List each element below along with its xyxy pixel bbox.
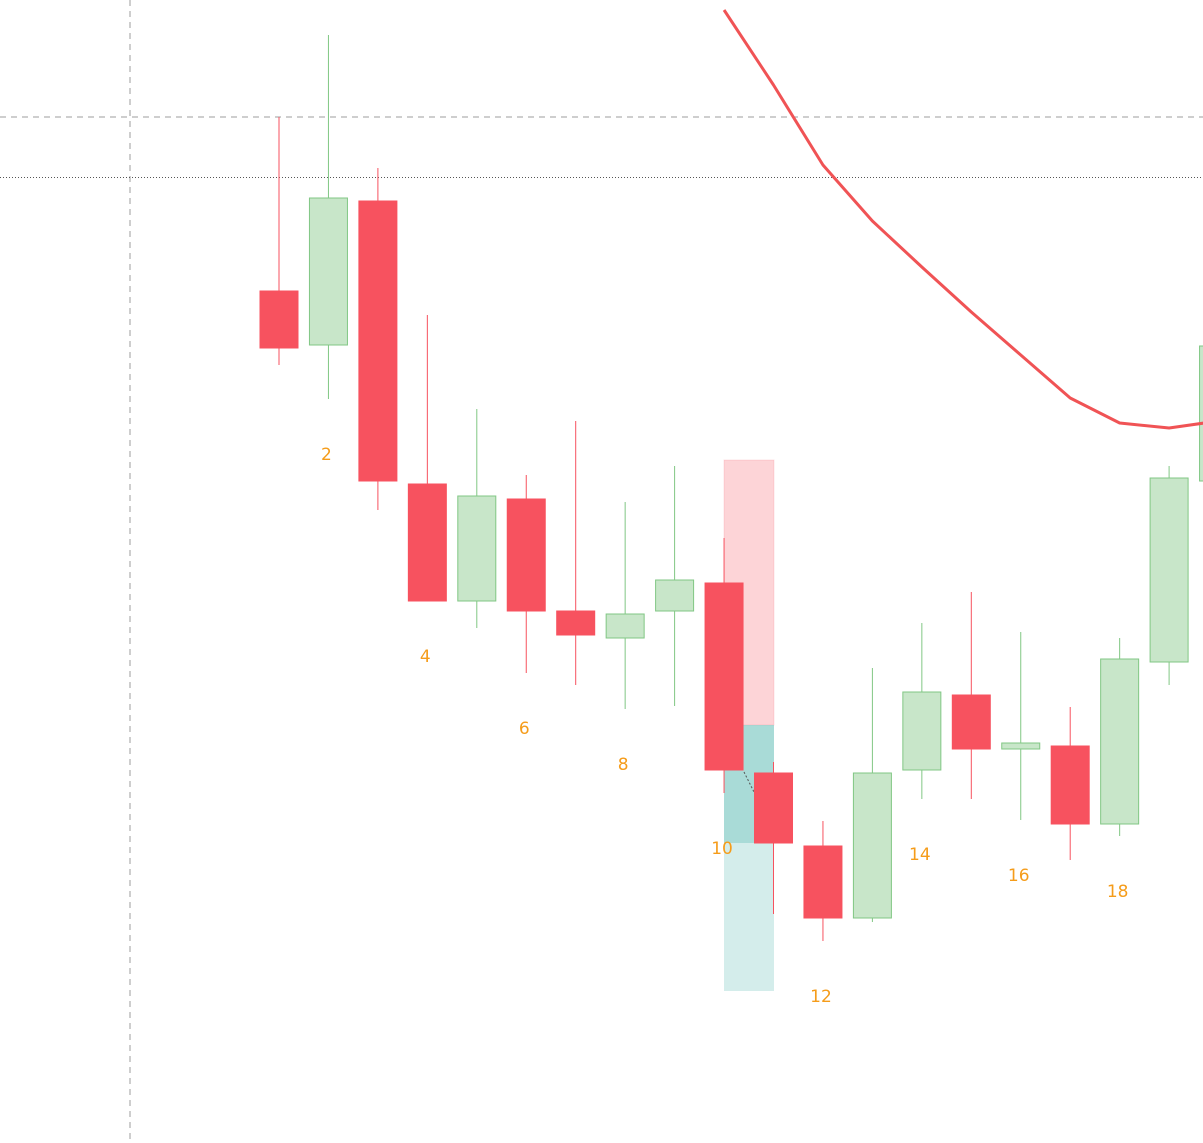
bar-index-label: 8: [618, 755, 629, 775]
candle-body: [308, 197, 348, 346]
candle-body: [1199, 345, 1203, 482]
candle-body: [1050, 745, 1090, 825]
candle-body: [655, 579, 695, 612]
moving-average-line: [722, 9, 1203, 430]
candle-body: [852, 772, 892, 919]
bar-index-label: 18: [1107, 882, 1129, 902]
candle-body: [457, 495, 497, 602]
candle-body: [407, 483, 447, 602]
candle-body: [358, 200, 398, 482]
candle-body: [1001, 742, 1041, 750]
candle-body: [259, 290, 299, 349]
candle-body: [951, 694, 991, 750]
candle-body: [1100, 658, 1140, 825]
candle-body: [506, 498, 546, 612]
candle-body: [1149, 477, 1189, 663]
candle-body: [704, 582, 744, 771]
bar-index-label: 12: [810, 987, 832, 1007]
bar-index-label: 6: [519, 719, 530, 739]
candle-body: [556, 610, 596, 636]
bar-index-label: 10: [711, 839, 733, 859]
bar-index-label: 14: [909, 845, 931, 865]
candle-body: [605, 613, 645, 639]
bar-index-label: 4: [420, 647, 431, 667]
bar-index-label: 16: [1008, 866, 1030, 886]
bar-index-label: 2: [321, 445, 332, 465]
candle-body: [803, 845, 843, 919]
candle-body: [754, 772, 793, 844]
candles: 2 4 6 8 10 12 14 16 18: [259, 9, 1203, 1007]
candle-body: [902, 691, 942, 771]
